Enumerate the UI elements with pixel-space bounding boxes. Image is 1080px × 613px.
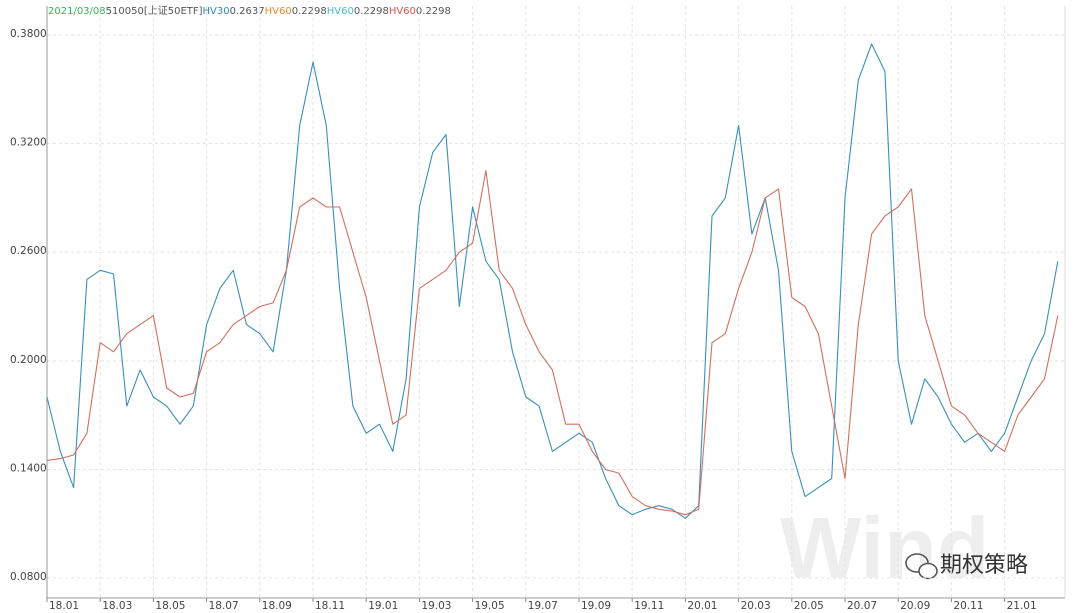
x-tick-label: 21.01: [1007, 600, 1037, 612]
x-tick-label: 19.07: [528, 600, 558, 612]
badge: 期权策略: [940, 553, 1028, 578]
x-tick-label: 19.05: [475, 600, 505, 612]
x-tick-label: 18.03: [102, 600, 132, 612]
x-tick-label: 19.11: [634, 600, 664, 612]
x-tick-label: 18.05: [155, 600, 185, 612]
x-tick-label: 18.07: [209, 600, 239, 612]
header-item: HV60: [327, 6, 354, 17]
watermark: Wind: [780, 501, 989, 597]
x-tick-label: 19.01: [368, 600, 398, 612]
header-item: HV60: [389, 6, 416, 17]
header-item: 2021/03/08: [48, 6, 106, 17]
x-tick-label: 18.01: [49, 600, 79, 612]
series-line: [46, 170, 1059, 516]
x-tick-label: 20.03: [741, 600, 771, 612]
x-tick-label: 20.01: [687, 600, 717, 612]
header-item: 510050[上证50ETF]: [106, 5, 203, 17]
header: 2021/03/08 510050[上证50ETF] HV30 0.2637 HV60 0…: [48, 5, 451, 17]
y-tick-label: 0.2000: [10, 354, 47, 366]
x-tick-label: 18.11: [315, 600, 345, 612]
x-tick-label: 18.09: [262, 600, 292, 612]
x-tick-label: 19.03: [421, 600, 451, 612]
x-tick-label: 20.09: [900, 600, 930, 612]
wechat-icon: [905, 553, 938, 580]
y-tick-label: 0.0800: [10, 571, 47, 583]
x-tick-label: 20.11: [953, 600, 983, 612]
y-tick-label: 0.2600: [10, 245, 47, 257]
header-item: HV60: [265, 6, 292, 17]
y-tick-label: 0.3200: [10, 137, 47, 149]
x-tick-label: 20.07: [847, 600, 877, 612]
header-item: HV30: [203, 6, 230, 17]
y-tick-label: 0.1400: [10, 462, 47, 474]
header-item: 0.2298: [292, 6, 327, 17]
x-tick-label: 20.05: [794, 600, 824, 612]
header-item: 0.2298: [416, 6, 451, 17]
y-tick-label: 0.3800: [10, 28, 47, 40]
header-item: 0.2298: [354, 6, 389, 17]
header-item: 0.2637: [230, 6, 265, 17]
x-tick-label: 19.09: [581, 600, 611, 612]
series-line: [46, 43, 1059, 519]
